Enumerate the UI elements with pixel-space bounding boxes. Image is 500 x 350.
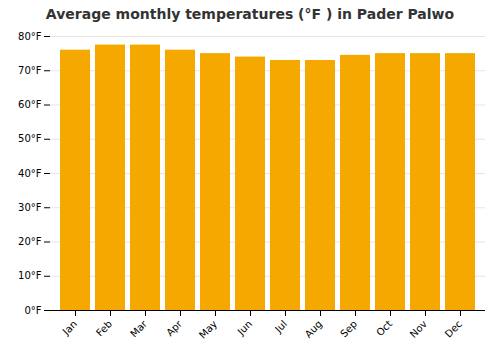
svg-text:Jan: Jan [60,318,79,337]
svg-text:80°F: 80°F [18,31,42,42]
svg-text:70°F: 70°F [18,65,42,76]
svg-text:Jul: Jul [272,318,289,335]
svg-text:50°F: 50°F [18,133,42,144]
svg-text:Feb: Feb [94,318,114,338]
svg-text:Oct: Oct [374,318,394,338]
svg-text:Jun: Jun [235,318,255,338]
svg-text:Nov: Nov [408,318,430,340]
html-text:Average monthly temperatures (: Average monthly temperatures (°F ) in Pa… [45,6,455,22]
svg-text:10°F: 10°F [18,270,42,281]
svg-text:Apr: Apr [164,318,185,339]
svg-text:20°F: 20°F [18,236,42,247]
svg-text:Dec: Dec [443,318,464,339]
svg-text:Mar: Mar [128,318,150,340]
svg-text:May: May [197,318,219,340]
svg-text:40°F: 40°F [18,168,42,179]
svg-text:Sep: Sep [338,318,359,339]
svg-text:60°F: 60°F [18,99,42,110]
svg-text:30°F: 30°F [18,202,42,213]
svg-text:0°F: 0°F [24,305,41,316]
svg-text:Aug: Aug [303,318,325,340]
